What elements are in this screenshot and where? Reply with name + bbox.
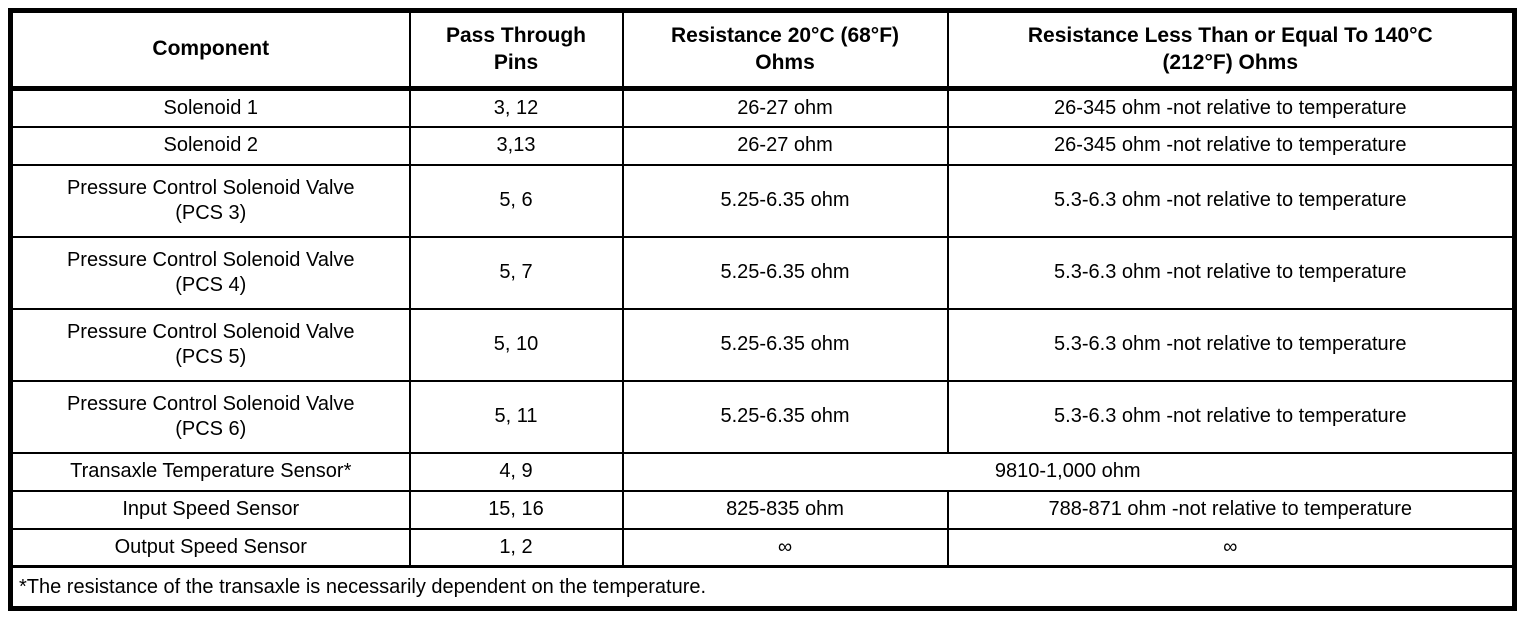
- resistance-20c-cell: 26-27 ohm: [621, 87, 949, 128]
- pins-cell: 5, 7: [408, 235, 624, 310]
- infinity-symbol: ∞: [621, 527, 949, 568]
- resistance-140c-cell: 26-345 ohm -not relative to temperature: [946, 125, 1516, 166]
- table-row-pcs-6: Pressure Control Solenoid Valve (PCS 6) …: [9, 379, 1516, 454]
- pins-cell: 1, 2: [408, 527, 624, 568]
- header-row: Component Pass Through Pins Resistance 2…: [9, 9, 1516, 91]
- col-header-resistance-20c: Resistance 20°C (68°F) Ohms: [621, 9, 949, 91]
- table-row-solenoid-1: Solenoid 1 3, 12 26-27 ohm 26-345 ohm -n…: [9, 87, 1516, 128]
- pins-cell: 5, 10: [408, 307, 624, 382]
- component-cell: Pressure Control Solenoid Valve (PCS 3): [9, 163, 411, 238]
- resistance-140c-cell: 5.3-6.3 ohm -not relative to temperature: [946, 163, 1516, 238]
- component-cell: Output Speed Sensor: [9, 527, 411, 568]
- component-cell: Solenoid 2: [9, 125, 411, 166]
- footnote-row: *The resistance of the transaxle is nece…: [9, 565, 1516, 610]
- col-header-resistance-140c: Resistance Less Than or Equal To 140°C (…: [946, 9, 1516, 91]
- table-row-output-speed-sensor: Output Speed Sensor 1, 2 ∞ ∞: [9, 527, 1516, 568]
- table-row-pcs-5: Pressure Control Solenoid Valve (PCS 5) …: [9, 307, 1516, 382]
- resistance-20c-cell: 825-835 ohm: [621, 489, 949, 530]
- resistance-140c-cell: 5.3-6.3 ohm -not relative to temperature: [946, 307, 1516, 382]
- resistance-20c-cell: 26-27 ohm: [621, 125, 949, 166]
- pins-cell: 3, 12: [408, 87, 624, 128]
- resistance-140c-cell: 5.3-6.3 ohm -not relative to temperature: [946, 235, 1516, 310]
- footnote: *The resistance of the transaxle is nece…: [9, 565, 1516, 610]
- resistance-20c-cell: 5.25-6.35 ohm: [621, 235, 949, 310]
- resistance-20c-cell: 5.25-6.35 ohm: [621, 379, 949, 454]
- table-row-transaxle-temp-sensor: Transaxle Temperature Sensor* 4, 9 9810-…: [9, 451, 1516, 492]
- resistance-140c-cell: 788-871 ohm -not relative to temperature: [946, 489, 1516, 530]
- component-cell: Pressure Control Solenoid Valve (PCS 5): [9, 307, 411, 382]
- component-cell: Pressure Control Solenoid Valve (PCS 4): [9, 235, 411, 310]
- table-row-pcs-4: Pressure Control Solenoid Valve (PCS 4) …: [9, 235, 1516, 310]
- pins-cell: 5, 11: [408, 379, 624, 454]
- resistance-20c-cell: 5.25-6.35 ohm: [621, 163, 949, 238]
- pins-cell: 4, 9: [408, 451, 624, 492]
- resistance-20c-cell: 5.25-6.35 ohm: [621, 307, 949, 382]
- pins-cell: 5, 6: [408, 163, 624, 238]
- table-row-solenoid-2: Solenoid 2 3,13 26-27 ohm 26-345 ohm -no…: [9, 125, 1516, 166]
- resistance-140c-cell: 26-345 ohm -not relative to temperature: [946, 87, 1516, 128]
- component-cell: Transaxle Temperature Sensor*: [9, 451, 411, 492]
- infinity-symbol: ∞: [946, 527, 1516, 568]
- merged-resistance-cell: 9810-1,000 ohm: [621, 451, 1516, 492]
- pins-cell: 3,13: [408, 125, 624, 166]
- component-cell: Pressure Control Solenoid Valve (PCS 6): [9, 379, 411, 454]
- resistance-spec-table: Component Pass Through Pins Resistance 2…: [8, 8, 1517, 611]
- col-header-pass-through-pins: Pass Through Pins: [408, 9, 624, 91]
- component-cell: Input Speed Sensor: [9, 489, 411, 530]
- col-header-component: Component: [9, 9, 411, 91]
- pins-cell: 15, 16: [408, 489, 624, 530]
- table-row-pcs-3: Pressure Control Solenoid Valve (PCS 3) …: [9, 163, 1516, 238]
- component-cell: Solenoid 1: [9, 87, 411, 128]
- table-row-input-speed-sensor: Input Speed Sensor 15, 16 825-835 ohm 78…: [9, 489, 1516, 530]
- resistance-140c-cell: 5.3-6.3 ohm -not relative to temperature: [946, 379, 1516, 454]
